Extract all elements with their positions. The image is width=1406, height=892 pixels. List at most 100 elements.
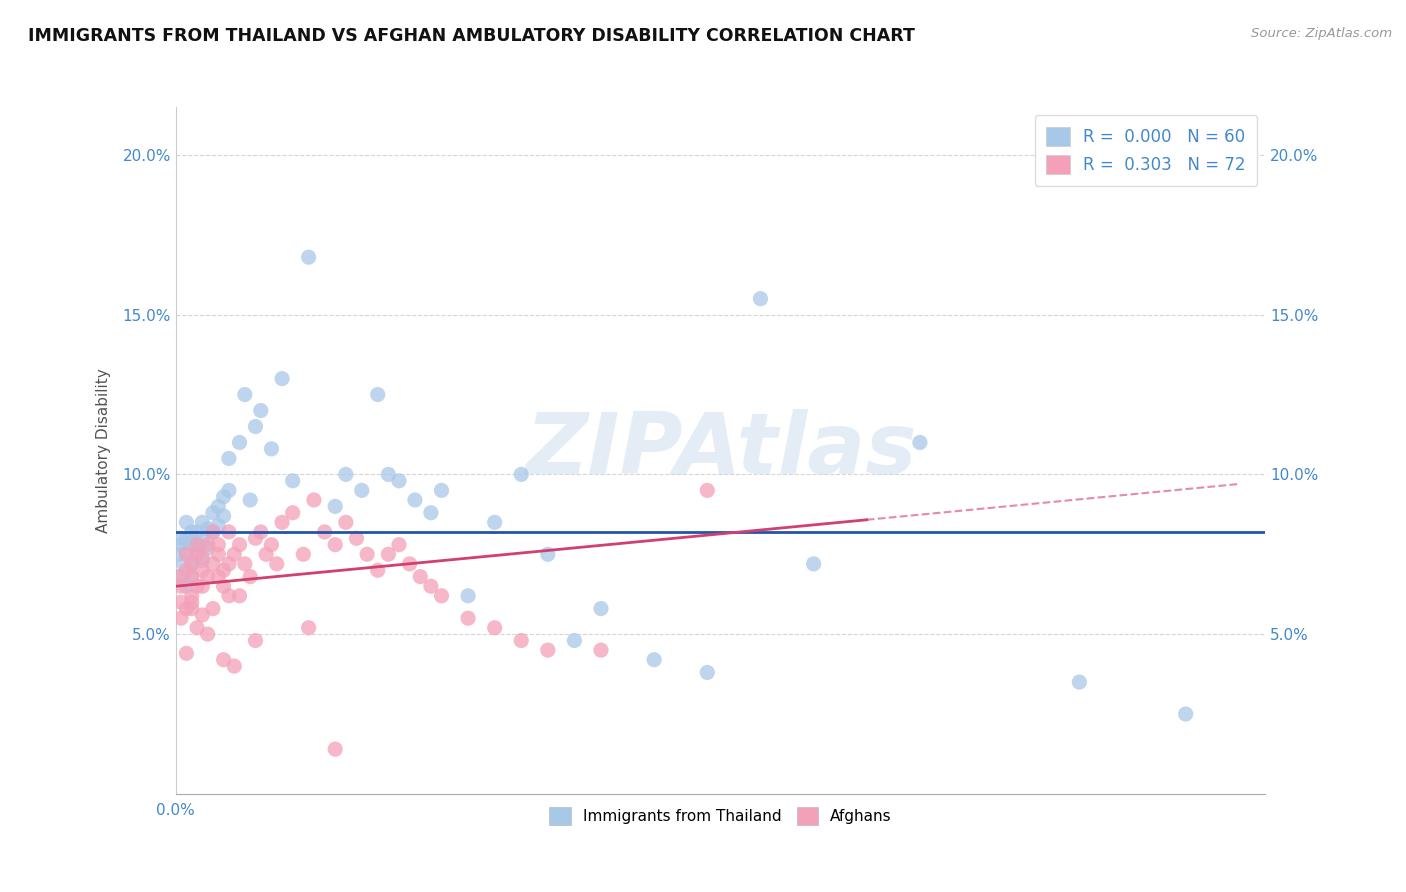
Text: Source: ZipAtlas.com: Source: ZipAtlas.com — [1251, 27, 1392, 40]
Point — [176, 579, 198, 593]
Point — [186, 538, 208, 552]
Point — [245, 419, 267, 434]
Point — [170, 595, 193, 609]
Point — [484, 621, 506, 635]
Point — [167, 569, 190, 583]
Point — [298, 621, 321, 635]
Legend: Immigrants from Thailand, Afghans: Immigrants from Thailand, Afghans — [543, 801, 898, 830]
Point — [388, 474, 411, 488]
Point — [180, 589, 202, 603]
Point — [239, 569, 262, 583]
Point — [367, 387, 389, 401]
Point — [186, 544, 208, 558]
Point — [191, 516, 214, 530]
Point — [191, 554, 214, 568]
Y-axis label: Ambulatory Disability: Ambulatory Disability — [97, 368, 111, 533]
Point — [457, 589, 479, 603]
Point — [197, 522, 219, 536]
Point — [207, 569, 229, 583]
Point — [271, 516, 294, 530]
Point — [260, 538, 283, 552]
Point — [419, 579, 441, 593]
Point — [419, 506, 441, 520]
Point — [314, 524, 336, 539]
Point — [404, 493, 426, 508]
Point — [228, 538, 250, 552]
Point — [356, 547, 378, 561]
Point — [201, 524, 224, 539]
Point — [233, 557, 256, 571]
Point — [212, 579, 235, 593]
Point — [170, 538, 193, 552]
Point — [1069, 675, 1091, 690]
Point — [323, 538, 346, 552]
Point — [186, 547, 208, 561]
Point — [298, 250, 321, 264]
Point — [197, 538, 219, 552]
Point — [346, 531, 368, 545]
Text: 0.0%: 0.0% — [156, 803, 195, 818]
Point — [510, 633, 533, 648]
Point — [281, 474, 304, 488]
Point — [430, 589, 453, 603]
Point — [228, 589, 250, 603]
Point — [197, 627, 219, 641]
Point — [803, 557, 825, 571]
Point — [377, 547, 399, 561]
Point — [377, 467, 399, 482]
Point — [749, 292, 772, 306]
Point — [176, 646, 198, 660]
Point — [589, 601, 612, 615]
Point — [218, 483, 240, 498]
Point — [696, 483, 718, 498]
Point — [180, 538, 202, 552]
Point — [207, 518, 229, 533]
Point — [191, 579, 214, 593]
Point — [176, 547, 198, 561]
Point — [249, 524, 271, 539]
Point — [201, 601, 224, 615]
Point — [201, 557, 224, 571]
Point — [245, 633, 267, 648]
Point — [218, 524, 240, 539]
Point — [271, 371, 294, 385]
Point — [484, 516, 506, 530]
Point — [323, 500, 346, 514]
Point — [180, 569, 202, 583]
Point — [170, 579, 193, 593]
Point — [186, 538, 208, 552]
Point — [908, 435, 931, 450]
Point — [173, 557, 195, 571]
Point — [409, 569, 432, 583]
Point — [564, 633, 586, 648]
Point — [430, 483, 453, 498]
Point — [302, 493, 325, 508]
Point — [457, 611, 479, 625]
Point — [212, 653, 235, 667]
Point — [643, 653, 665, 667]
Point — [388, 538, 411, 552]
Point — [186, 524, 208, 539]
Point — [180, 569, 202, 583]
Point — [266, 557, 288, 571]
Point — [335, 516, 357, 530]
Point — [212, 490, 235, 504]
Point — [367, 563, 389, 577]
Point — [218, 557, 240, 571]
Point — [186, 621, 208, 635]
Point — [239, 493, 262, 508]
Point — [245, 531, 267, 545]
Point — [180, 557, 202, 571]
Point — [398, 557, 420, 571]
Point — [176, 544, 198, 558]
Point — [191, 607, 214, 622]
Point — [207, 500, 229, 514]
Point — [292, 547, 315, 561]
Point — [254, 547, 277, 561]
Point — [167, 547, 190, 561]
Point — [537, 643, 560, 657]
Point — [207, 538, 229, 552]
Point — [1174, 706, 1197, 721]
Point — [335, 467, 357, 482]
Point — [176, 601, 198, 615]
